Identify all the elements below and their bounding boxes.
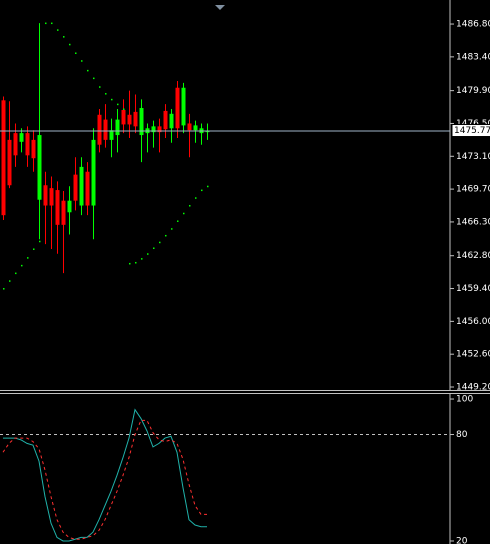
- sar-dot: [39, 240, 41, 243]
- sar-dot: [123, 108, 125, 110]
- candle-body: [79, 166, 84, 206]
- sar-dot: [75, 52, 77, 54]
- sar-dot: [93, 77, 95, 80]
- indicator-line: [2, 419, 207, 540]
- candle-body: [133, 111, 138, 127]
- candle-body: [139, 108, 144, 136]
- sar-dot: [3, 288, 5, 290]
- sar-dot: [117, 103, 119, 106]
- sar-dot: [159, 241, 161, 244]
- sar-dot: [21, 264, 23, 267]
- candle-body: [127, 114, 132, 125]
- sar-dot: [111, 98, 113, 101]
- y-tick-label: 80: [456, 430, 468, 440]
- candle-body: [13, 133, 18, 156]
- sar-dot: [141, 258, 143, 260]
- sar-dot: [27, 257, 29, 259]
- y-tick-label: 1479.90: [456, 86, 490, 96]
- y-tick-label: 1462.80: [456, 251, 490, 261]
- candle-body: [115, 119, 120, 136]
- y-tick-label: 1459.40: [456, 284, 490, 294]
- sar-dot: [81, 60, 83, 62]
- y-tick-label: 20: [456, 536, 468, 544]
- candle-body: [163, 110, 168, 130]
- y-tick-label: 100: [456, 395, 473, 405]
- sar-dot: [153, 247, 155, 249]
- candle-body: [31, 139, 36, 159]
- sar-dot: [69, 43, 71, 46]
- indicator-line: [3, 408, 207, 542]
- sar-dot: [15, 272, 17, 275]
- candle-body: [103, 119, 108, 140]
- sar-dot: [147, 253, 149, 255]
- candle-body: [109, 130, 114, 140]
- sar-dot: [57, 29, 59, 31]
- sar-dot: [189, 205, 191, 207]
- candle-body: [43, 185, 48, 206]
- sar-dot: [207, 185, 209, 188]
- candle-body: [1, 100, 6, 216]
- sar-dot: [99, 86, 101, 88]
- y-tick-label: 1452.60: [456, 350, 490, 360]
- candle-body: [37, 135, 42, 200]
- y-tick-label: 1486.80: [456, 20, 490, 30]
- sar-dot: [51, 22, 53, 25]
- candle-body: [91, 139, 96, 206]
- candle-body: [25, 133, 30, 156]
- sar-dot: [135, 261, 137, 264]
- y-tick-label: 1476.50: [456, 119, 490, 129]
- y-tick-label: 1469.70: [456, 185, 490, 195]
- sar-dot: [165, 234, 167, 237]
- candle-body: [55, 190, 60, 225]
- y-tick-label: 1466.30: [456, 217, 490, 227]
- candle-body: [121, 109, 126, 125]
- sar-dot: [195, 197, 197, 199]
- candle-body: [97, 114, 102, 145]
- sar-dot: [45, 22, 47, 25]
- shift-marker: [215, 5, 225, 10]
- candle-body: [187, 123, 192, 131]
- sar-dot: [183, 212, 185, 215]
- candle-body: [175, 87, 180, 129]
- candle-body: [169, 113, 174, 129]
- sar-dot: [63, 36, 65, 38]
- y-tick-label: 1449.20: [456, 383, 490, 393]
- candle-body: [85, 171, 90, 206]
- candle-body: [151, 126, 156, 133]
- sar-dot: [33, 248, 35, 250]
- y-tick-label: 1473.10: [456, 152, 490, 162]
- candle-body: [19, 133, 24, 142]
- candle-body: [181, 87, 186, 126]
- current-price-label: 1475.77: [454, 126, 490, 136]
- candle-body: [49, 188, 54, 206]
- candle-body: [61, 200, 66, 225]
- y-tick-label: 1456.00: [456, 317, 490, 327]
- candle-body: [193, 125, 198, 131]
- sar-dot: [87, 69, 89, 72]
- sar-dot: [105, 93, 107, 95]
- candle-body: [67, 200, 72, 213]
- sar-dot: [9, 280, 11, 282]
- candle-body: [73, 174, 78, 201]
- y-tick-label: 1483.40: [456, 52, 490, 62]
- candle-body: [7, 139, 12, 186]
- sar-dot: [177, 220, 179, 222]
- price-box: [451, 124, 490, 138]
- sar-dot: [171, 228, 173, 230]
- candle-body: [157, 126, 162, 133]
- sar-dot: [129, 262, 131, 265]
- sar-dot: [201, 189, 203, 192]
